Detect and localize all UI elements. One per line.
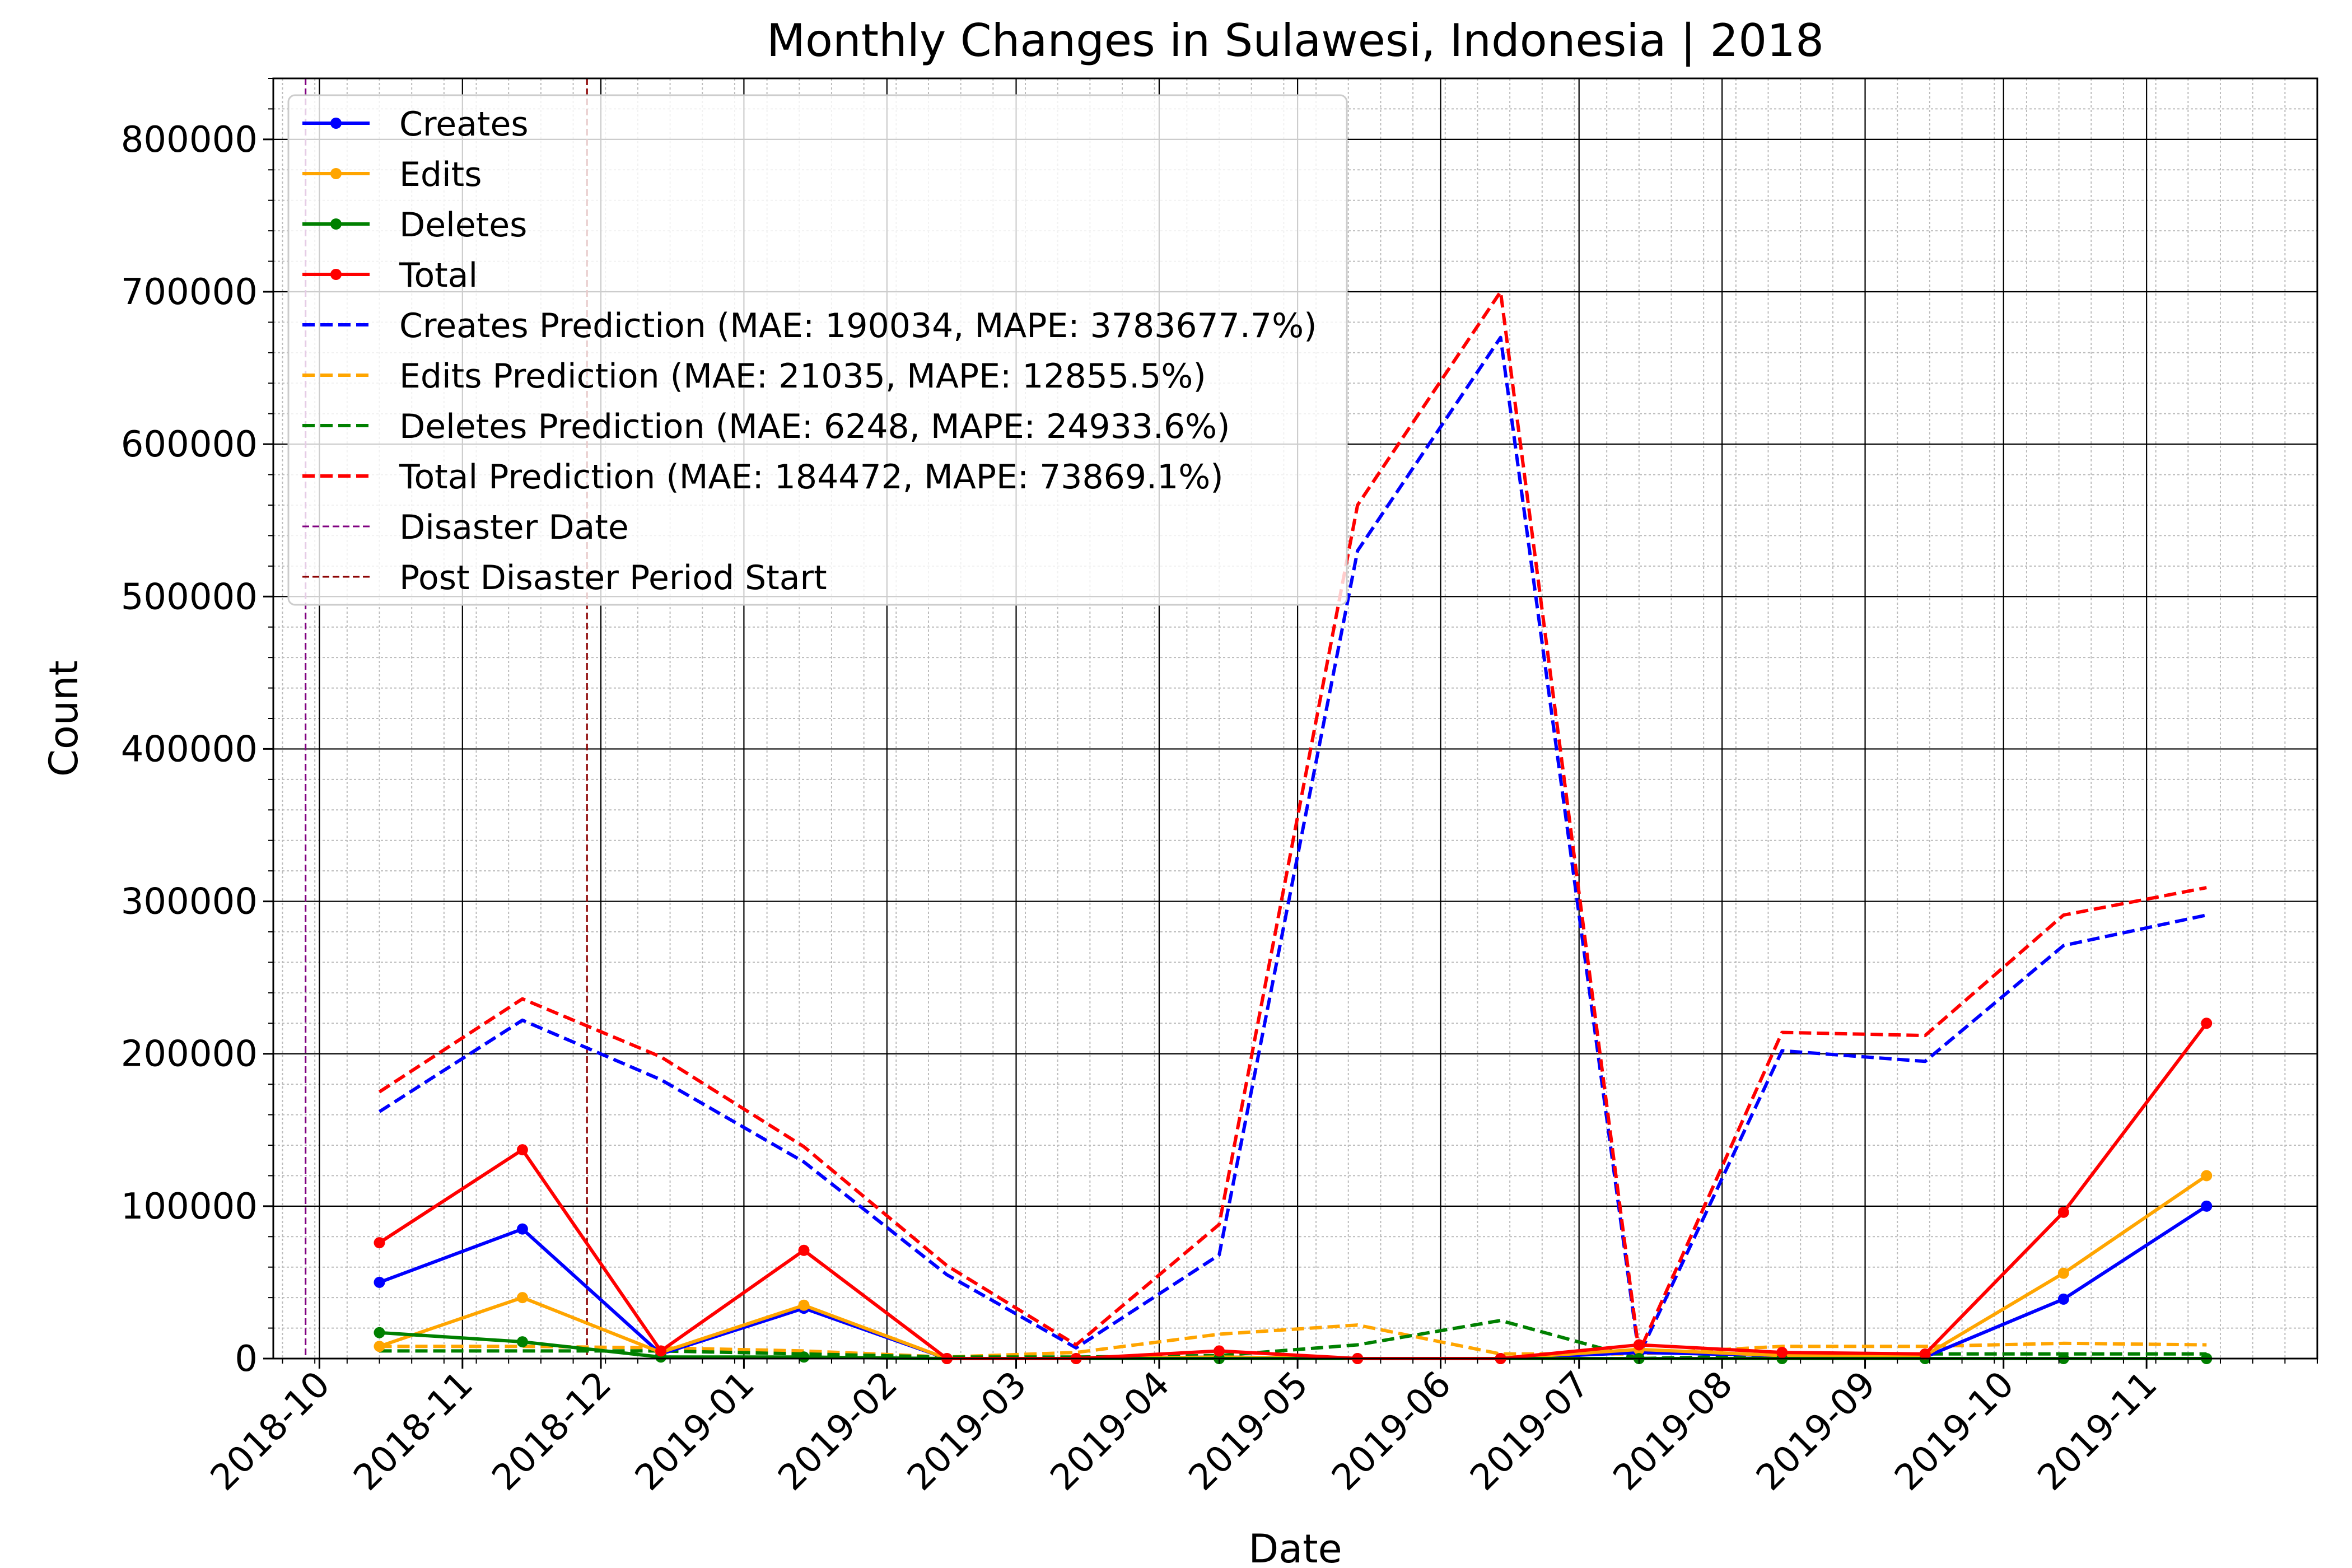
deletes-point [516,1336,528,1348]
legend-label-disaster-date: Disaster Date [399,508,629,547]
edits-point [798,1299,810,1311]
total-point [1633,1339,1645,1351]
y-tick-label: 100000 [121,1186,258,1228]
total-point [516,1144,528,1156]
total-point [1776,1347,1788,1359]
legend-label-creates: Creates [399,105,529,144]
total-prediction-line [378,290,2207,1355]
legend-label-total: Total [399,256,478,295]
legend-marker-creates [330,118,342,129]
chart-title: Monthly Changes in Sulawesi, Indonesia |… [767,15,1824,67]
total-point [655,1345,667,1357]
total-point [2057,1206,2069,1218]
edits-prediction-line [379,1323,2207,1359]
legend-label-deletes: Deletes [399,206,527,245]
deletes-point [798,1351,810,1363]
edits-point [2057,1267,2069,1279]
y-tick-label: 400000 [121,729,258,770]
legend-marker-deletes [330,218,342,230]
creates-prediction-line [378,335,2207,1357]
creates-point [374,1276,385,1288]
creates-point [516,1223,528,1235]
edits-point [2201,1170,2213,1182]
legend-label-post-disaster-period-start: Post Disaster Period Start [399,558,827,598]
legend-marker-total [330,269,342,280]
minor-grid [273,78,2318,1359]
y-tick-label: 700000 [121,272,258,313]
total-point [798,1244,810,1256]
y-tick-label: 500000 [121,576,258,618]
legend-marker-edits [330,168,342,179]
legend-label-edits: Edits [399,155,482,194]
x-axis-label: Date [1248,1526,1342,1568]
edits-point [374,1341,385,1352]
y-axis: 0 100000 200000 300000 400000 500000 600000 700… [121,78,273,1380]
legend: Creates Edits Deletes Total Creates Predicti… [287,94,1348,606]
y-tick-label: 200000 [121,1034,258,1075]
legend-label-deletes-prediction: Deletes Prediction (MAE: 6248, MAPE: 249… [399,407,1230,446]
total-line [378,1022,2208,1360]
creates-point [2201,1200,2213,1212]
total-point [1919,1348,1931,1360]
y-tick-label: 800000 [121,119,258,161]
series-layer [374,290,2213,1364]
creates-point [2057,1293,2069,1305]
total-point [374,1237,385,1249]
y-tick-label: 0 [235,1338,258,1380]
legend-label-edits-prediction: Edits Prediction (MAE: 21035, MAPE: 1285… [399,357,1206,396]
deletes-point [374,1327,385,1338]
total-point [2201,1018,2213,1029]
y-tick-label: 300000 [121,881,258,923]
legend-box [287,94,1348,606]
total-point [1214,1345,1225,1357]
legend-label-total-prediction: Total Prediction (MAE: 184472, MAPE: 738… [399,458,1224,497]
legend-label-creates-prediction: Creates Prediction (MAE: 190034, MAPE: 3… [399,306,1317,346]
edits-point [516,1292,528,1304]
y-axis-label: Count [41,660,87,777]
y-tick-label: 600000 [121,424,258,465]
